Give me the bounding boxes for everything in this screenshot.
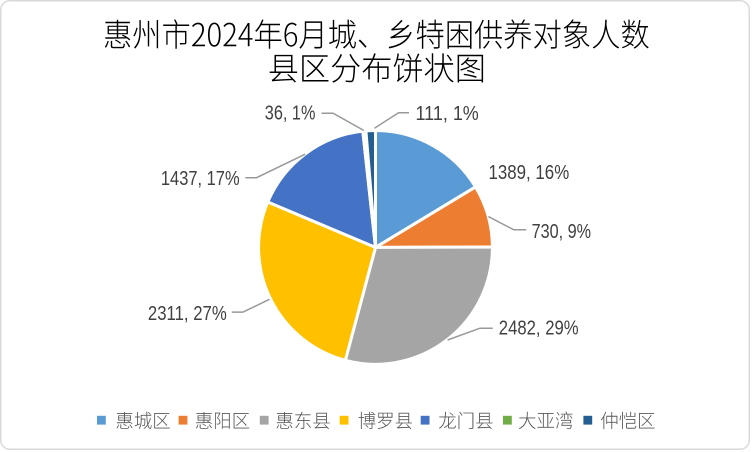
svg-text:2482, 29%: 2482, 29% bbox=[499, 317, 579, 340]
svg-text:111, 1%: 111, 1% bbox=[416, 102, 479, 125]
svg-text:1437, 17%: 1437, 17% bbox=[161, 167, 240, 190]
svg-text:36, 1%: 36, 1% bbox=[265, 102, 316, 125]
svg-text:1389, 16%: 1389, 16% bbox=[489, 161, 570, 184]
svg-text:2311, 27%: 2311, 27% bbox=[148, 302, 227, 325]
svg-text:730, 9%: 730, 9% bbox=[532, 220, 592, 243]
